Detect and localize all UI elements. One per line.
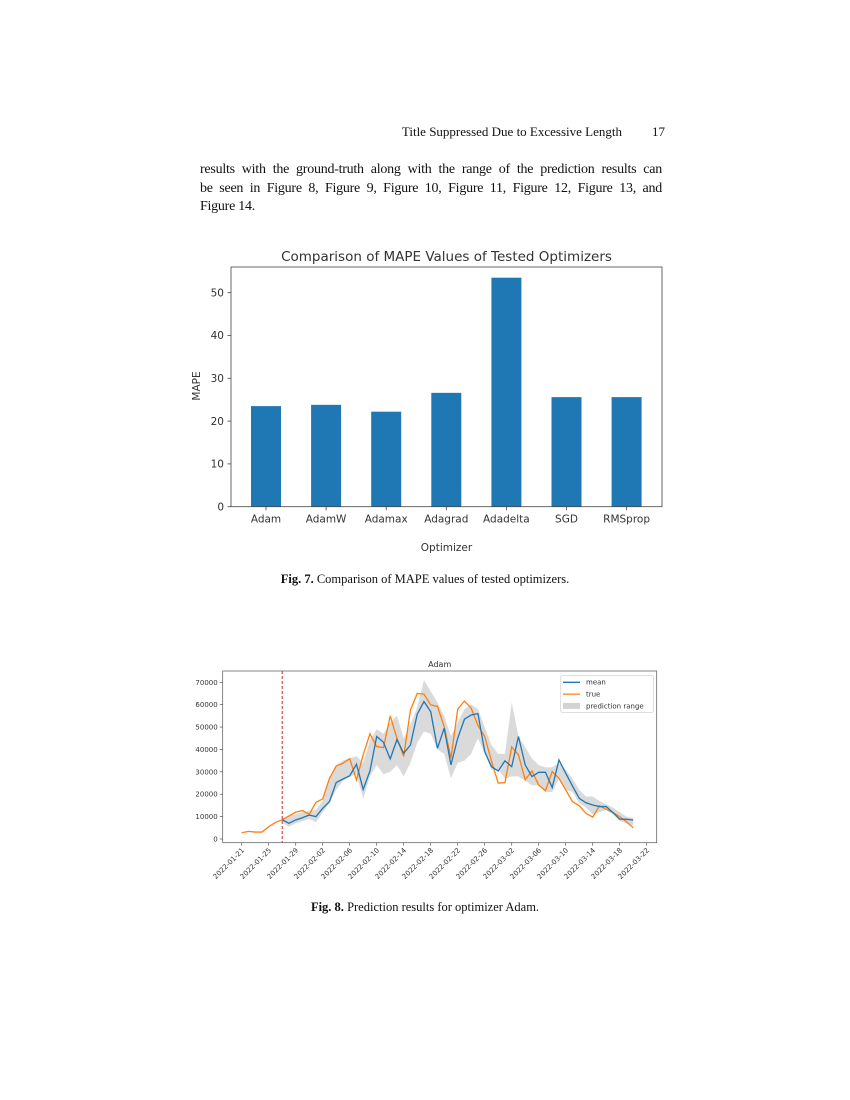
y-tick-label: 10000 [195,813,217,821]
series-line-true [241,692,634,834]
y-tick-label: 70000 [195,679,217,687]
y-tick-label: 40 [211,330,224,342]
chart-title: Adam [428,660,451,669]
y-tick-label: 50000 [195,724,217,732]
y-tick-label: 20 [211,416,224,428]
bar-adadelta [491,277,522,507]
plot-frame [222,670,658,844]
series-line-mean [281,700,634,825]
legend-label: mean [586,679,606,687]
x-tick-label: RMSprop [603,514,650,526]
body-line: results with the ground-truth along with… [200,162,662,177]
x-tick-label: AdamW [306,514,347,526]
x-tick-label: Adadelta [483,514,530,526]
legend-box [560,675,654,713]
body-line: be seen in Figure 8, Figure 9, Figure 10… [200,180,662,196]
body-paragraph: results with the ground-truth along with… [200,161,662,217]
body-line: Figure 14. [200,199,256,214]
figure-caption-text: Prediction results for optimizer Adam. [347,900,540,914]
y-axis-label: MAPE [191,371,203,400]
figure-caption-text: Comparison of MAPE values of tested opti… [316,572,570,586]
chart-title: Comparison of MAPE Values of Tested Opti… [281,249,612,265]
bar-adam [251,406,281,507]
legend-label: prediction range [586,702,644,710]
figure-label: Fig. 7. [280,572,314,586]
y-tick-label: 30 [211,373,224,385]
x-tick-label: SGD [555,514,578,526]
bar-adamax [371,411,402,507]
page-number: 17 [652,124,665,139]
y-tick-label: 20000 [195,791,217,799]
plot-frame [230,266,663,508]
x-axis-label: Optimizer [421,542,473,554]
x-tick-label: Adagrad [424,514,468,526]
bar-adagrad [431,392,462,507]
legend: mean true prediction range [560,675,654,713]
y-tick-label: 0 [213,836,217,844]
bar-adamw [311,404,342,507]
bar-sgd [551,397,582,507]
y-tick-label: 60000 [195,701,217,709]
running-title: Title Suppressed Due to Excessive Length [401,124,622,139]
legend-swatch-prediction-range [563,702,580,709]
x-tick-label: Adam [251,514,281,526]
legend-label: true [586,691,600,699]
x-tick-label: Adamax [365,514,408,526]
y-tick-label: 50 [211,287,224,299]
y-tick-label: 40000 [195,746,217,754]
y-tick-label: 30000 [195,768,217,776]
bar-rmsprop [611,397,642,507]
y-tick-label: 0 [217,501,224,513]
figure-label: Fig. 8. [310,900,344,914]
y-tick-label: 10 [211,459,224,471]
figure-7-caption: Fig. 7. Comparison of MAPE values of tes… [0,572,850,587]
figure-8-caption: Fig. 8. Prediction results for optimizer… [0,900,850,915]
